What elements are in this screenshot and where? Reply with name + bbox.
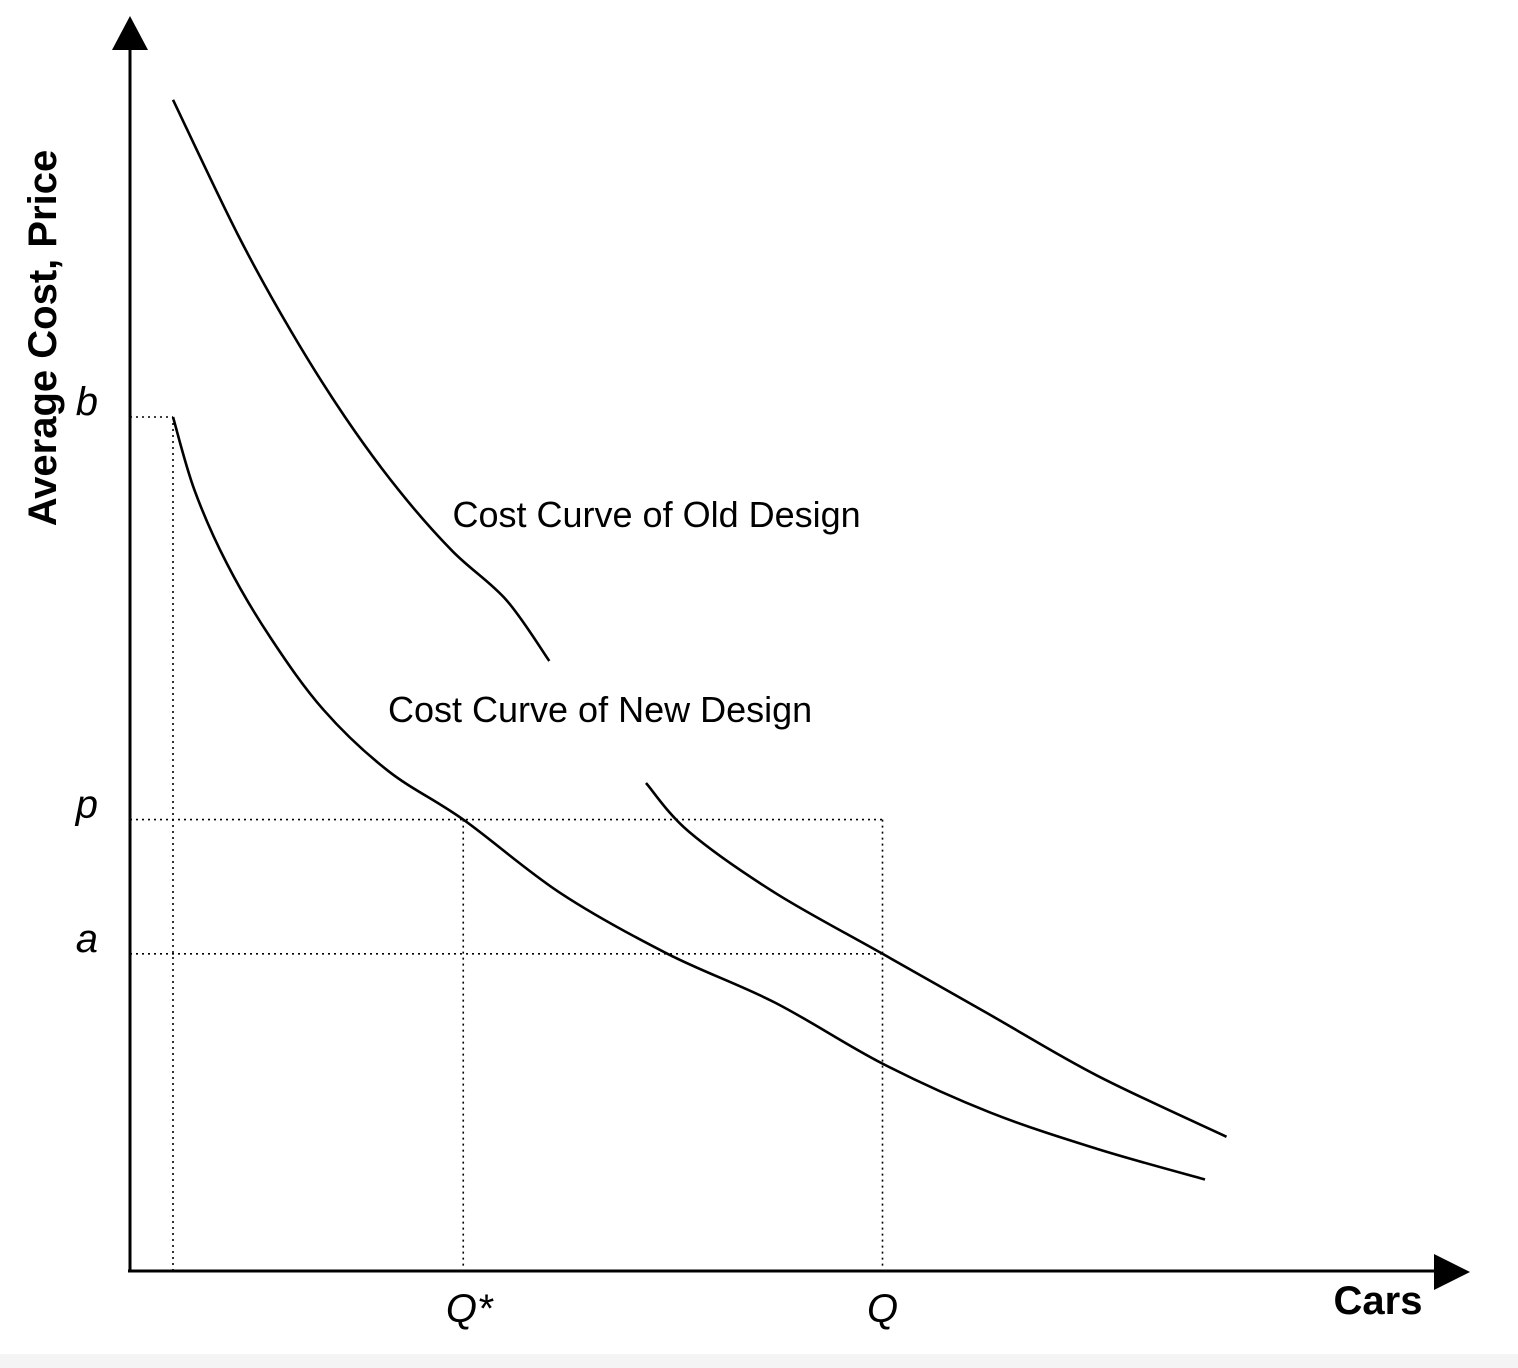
y-tick-label-p: p [75, 783, 98, 827]
x-axis-title: Cars [1334, 1279, 1423, 1323]
series-line-cost-curve-of-old-design-segment-0 [171, 99, 551, 662]
axes [112, 16, 1470, 1290]
y-tick-label-b: b [76, 380, 98, 424]
y-axis-arrow-icon [112, 16, 148, 50]
labels: Average Cost, Price Cars b p a Q* Q Cost Curv… [21, 150, 1422, 1331]
annotation-cost-curve-of-old-design: Cost Curve of Old Design [453, 494, 861, 535]
bottom-strip [0, 1354, 1518, 1368]
x-tick-label-q: Q [867, 1287, 898, 1331]
annotation-cost-curve-of-new-design: Cost Curve of New Design [388, 689, 812, 730]
series-line-cost-curve-of-old-design-segment-1 [645, 782, 1228, 1138]
cost-curves [171, 99, 1228, 1181]
x-tick-label-q: Q* [446, 1287, 494, 1331]
guide-lines [130, 416, 884, 1271]
x-axis-arrow-icon [1434, 1254, 1470, 1290]
series-line-cost-curve-of-new-design-segment-0 [171, 416, 1206, 1181]
y-tick-label-a: a [76, 917, 98, 961]
y-axis-title: Average Cost, Price [21, 150, 65, 526]
